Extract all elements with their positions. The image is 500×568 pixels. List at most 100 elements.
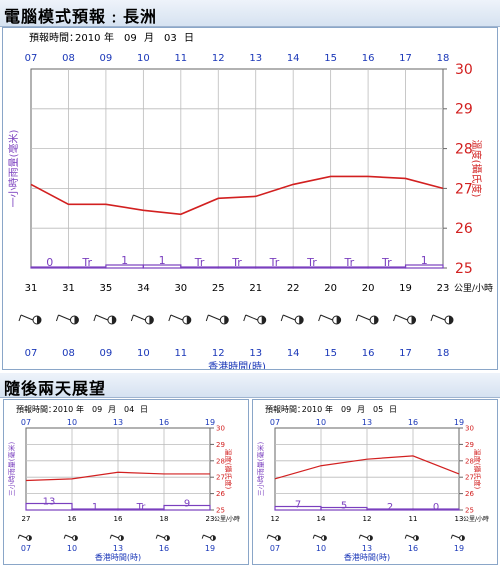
main-xtick-bottom-label: 16	[362, 348, 375, 359]
outlook1-xtick-bottom-label: 10	[67, 544, 77, 553]
main-wind-speed-label: 20	[362, 283, 375, 294]
main-issue-month: 09	[124, 33, 137, 44]
main-issue-month-unit: 月	[144, 32, 154, 44]
main-wind-speed-label: 22	[287, 283, 300, 294]
main-wind-icon	[168, 314, 192, 325]
main-wind-icon	[393, 314, 417, 325]
main-xtick-bottom-label: 17	[399, 348, 412, 359]
main-xlabel: 香港時間(時)	[208, 361, 266, 369]
main-xtick-top-label: 07	[25, 53, 38, 64]
main-rain-bar-label: 1	[121, 254, 128, 267]
main-forecast-chart: 預報時間：2010 年 09 月 03 日252627282930070708080909…	[7, 31, 493, 369]
outlook1-xlabel: 香港時間(時)	[95, 552, 141, 562]
main-wind-icon	[430, 314, 454, 325]
main-rain-bar-label: 1	[421, 254, 428, 267]
outlook1-issue-year-unit: 年	[76, 404, 84, 414]
main-ytick-label: 26	[455, 221, 473, 237]
outlook1-rain-bar	[25, 502, 73, 511]
main-wind-speed-label: 20	[324, 283, 337, 294]
main-xtick-top-label: 11	[174, 53, 187, 64]
outlook2-ytick-label: 27	[465, 474, 474, 482]
outlook1-wind-speed-label: 16	[114, 515, 123, 523]
outlook2-ytick-label: 30	[465, 424, 474, 432]
main-wind-speed-label: 34	[137, 283, 150, 294]
outlook1-xtick-top-label: 13	[113, 418, 123, 427]
outlook1-wind-icon	[63, 534, 78, 541]
outlook2-issue-label: 預報時間：	[265, 405, 305, 414]
main-xtick-top-label: 08	[62, 53, 75, 64]
outlook1-ytick-label: 28	[216, 457, 225, 465]
outlook1-temperature-line	[25, 471, 210, 482]
outlook1-wind-unit: 公里/小時	[214, 515, 240, 523]
outlook-chart-day1: 預報時間：2010 年 09 月 04 日 25 26 27 28 29 30 07 07 10 10 13 13…	[7, 404, 240, 562]
main-temperature-line	[30, 175, 444, 216]
outlook2-ytick-label: 28	[465, 457, 474, 465]
main-issue-day: 03	[164, 33, 177, 44]
main-rain-bar-label: Tr	[344, 256, 355, 269]
main-wind-speed-label: 23	[437, 283, 450, 294]
main-plot-area	[30, 68, 444, 269]
outlook2-xtick-top-label: 13	[362, 418, 372, 427]
outlook-title: 隨後兩天展望	[4, 379, 107, 398]
outlook2-issue-year: 2010	[302, 405, 322, 414]
outlook2-wind-icon	[450, 534, 465, 541]
outlook2-xtick-bottom-label: 10	[316, 544, 326, 553]
outlook1-ylabel-left: 三小時雨量(毫米)	[7, 442, 16, 497]
main-xtick-bottom-label: 15	[324, 348, 337, 359]
outlook1-rain-bar-label: 1	[92, 502, 98, 513]
outlook1-xtick-top-label: 10	[67, 418, 77, 427]
outlook1-rain-bar	[163, 504, 211, 511]
main-forecast-title: 電腦模式預報﹕長洲	[4, 7, 158, 26]
outlook2-wind-icon	[358, 534, 373, 541]
main-rain-bar-label: Tr	[194, 256, 205, 269]
main-ylabel-left: 一小時雨量(毫米)	[7, 130, 20, 208]
main-rain-bar-label: Tr	[269, 256, 280, 269]
main-ytick-label: 29	[455, 102, 473, 118]
outlook2-xtick-top-label: 10	[316, 418, 326, 427]
outlook1-issue-year: 2010	[53, 405, 73, 414]
main-xtick-bottom-label: 07	[25, 348, 38, 359]
outlook1-xtick-top-label: 07	[21, 418, 31, 427]
outlook2-wind-speed-label: 14	[317, 515, 326, 523]
main-wind-speed-label: 35	[100, 283, 113, 294]
main-ytick-label: 25	[455, 261, 473, 277]
main-issue-year-unit: 年	[104, 31, 114, 44]
outlook1-issue-day-unit: 日	[140, 405, 148, 414]
main-xtick-top-label: 18	[437, 53, 450, 64]
outlook-panel-day1: 預報時間： 2010 年 09 月 04 日 25 26 27 28 29 30 07 07 10 10 13 13…	[3, 399, 249, 565]
outlook1-ytick-label: 29	[216, 441, 225, 449]
outlook2-issue-day-unit: 日	[389, 405, 397, 414]
outlook2-wind-icon	[312, 534, 327, 541]
outlook2-issue-day: 05	[373, 405, 383, 414]
outlook2-xlabel: 香港時間(時)	[344, 552, 390, 562]
outlook2-xtick-bottom-label: 19	[454, 544, 464, 553]
outlook2-issue-month-unit: 月	[357, 405, 365, 414]
outlook2-issue-year-unit: 年	[325, 404, 333, 414]
outlook2-rain-bar-label: 2	[387, 502, 393, 513]
main-xtick-top-label: 09	[100, 53, 113, 64]
main-xtick-top-label: 15	[324, 53, 337, 64]
outlook1-ytick-label: 27	[216, 474, 225, 482]
main-wind-unit: 公里/小時	[454, 283, 493, 294]
main-xtick-bottom-label: 11	[174, 348, 187, 359]
outlook2-ytick-label: 26	[465, 490, 474, 498]
main-xtick-top-label: 14	[287, 53, 300, 64]
main-xtick-top-label: 17	[399, 53, 412, 64]
outlook1-rain-bar-label: 9	[184, 499, 190, 510]
outlook2-rain-bar	[412, 508, 460, 511]
main-rain-bar-label: 1	[159, 254, 166, 267]
outlook2-rain-bar-label: 0	[433, 502, 439, 513]
outlook1-rain-bar-label: Tr	[136, 502, 147, 513]
outlook-chart-day2: 預報時間：2010 年 09 月 05 日252627282930070710101313…	[256, 404, 489, 562]
main-xtick-bottom-label: 12	[212, 348, 225, 359]
outlook1-xtick-bottom-label: 16	[159, 544, 169, 553]
main-wind-icon	[205, 314, 229, 325]
outlook1-issue-label: 預報時間：	[16, 405, 56, 414]
outlook1-issue-month-unit: 月	[108, 405, 116, 414]
main-ytick-label: 30	[455, 62, 473, 78]
main-ytick-label: 28	[455, 142, 473, 158]
outlook2-ylabel-left: 三小時雨量(毫米)	[256, 442, 265, 497]
main-xtick-bottom-label: 08	[62, 348, 75, 359]
main-wind-icon	[355, 314, 379, 325]
outlook1-xtick-bottom-label: 07	[21, 544, 31, 553]
